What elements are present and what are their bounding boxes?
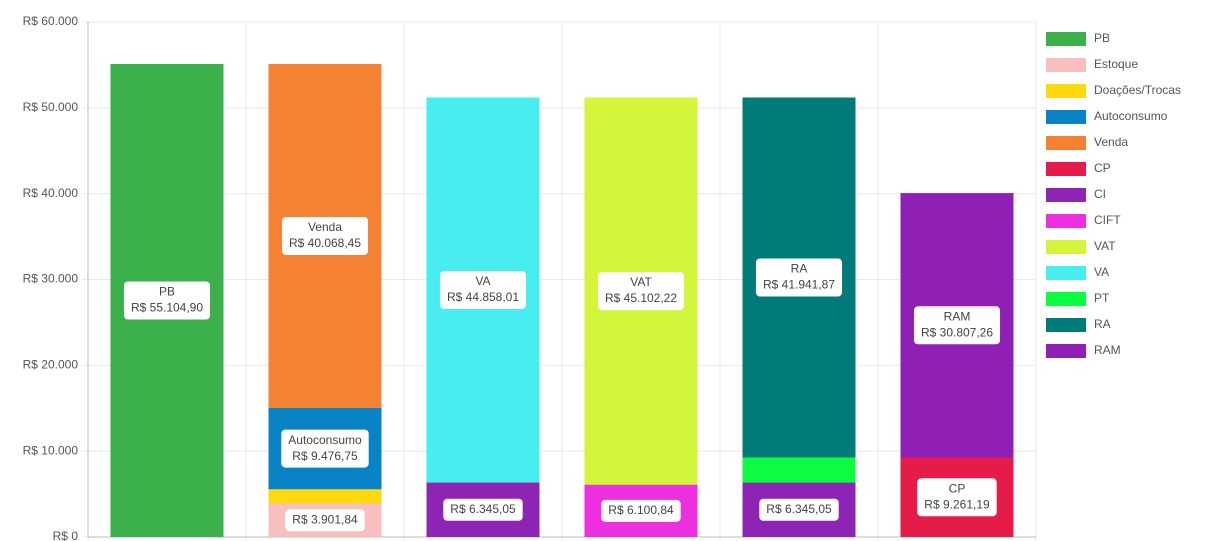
legend-swatch bbox=[1046, 84, 1086, 98]
legend-swatch bbox=[1046, 110, 1086, 124]
data-label-value: R$ 45.102,22 bbox=[605, 291, 677, 305]
data-label-value: R$ 6.345,05 bbox=[766, 502, 832, 516]
data-label-box bbox=[439, 271, 527, 310]
legend-label: Doações/Trocas bbox=[1094, 83, 1181, 97]
data-label-box bbox=[281, 429, 369, 468]
legend-label: VA bbox=[1094, 265, 1109, 279]
legend-swatch bbox=[1046, 266, 1086, 280]
data-label-value: R$ 3.901,84 bbox=[292, 512, 358, 526]
data-label: R$ 6.345,05 bbox=[759, 498, 839, 521]
data-label-box bbox=[123, 281, 211, 320]
data-label-box bbox=[913, 306, 1001, 345]
legend-label: PB bbox=[1094, 31, 1110, 45]
data-label-box bbox=[917, 478, 997, 517]
bar-segment bbox=[268, 489, 382, 504]
y-tick-label: R$ 10.000 bbox=[23, 443, 79, 457]
data-label: PB R$ 55.104,90 bbox=[123, 281, 211, 320]
legend-swatch bbox=[1046, 32, 1086, 46]
data-label-name: CP bbox=[949, 481, 966, 495]
bar-segment bbox=[742, 457, 856, 483]
data-label-value: R$ 41.941,87 bbox=[763, 278, 835, 292]
y-tick-label: R$ 50.000 bbox=[23, 100, 79, 114]
data-label: R$ 6.100,84 bbox=[601, 499, 681, 522]
legend-label: PT bbox=[1094, 291, 1110, 305]
legend-swatch bbox=[1046, 344, 1086, 358]
legend-swatch bbox=[1046, 292, 1086, 306]
data-label-value: R$ 55.104,90 bbox=[131, 301, 203, 315]
data-label: Venda R$ 40.068,45 bbox=[281, 216, 369, 255]
data-label-name: VA bbox=[475, 274, 490, 288]
data-label-value: R$ 6.345,05 bbox=[450, 502, 516, 516]
data-label: Autoconsumo R$ 9.476,75 bbox=[281, 429, 369, 468]
legend-label: CI bbox=[1094, 187, 1106, 201]
legend-label: VAT bbox=[1094, 239, 1116, 253]
data-label-name: PB bbox=[159, 285, 175, 299]
data-label-box bbox=[285, 509, 365, 532]
y-tick-label: R$ 0 bbox=[53, 529, 79, 541]
data-label-box bbox=[281, 216, 369, 255]
legend-label: CIFT bbox=[1094, 213, 1121, 227]
data-label-box bbox=[443, 498, 523, 521]
data-label-box bbox=[601, 499, 681, 522]
data-label-box bbox=[755, 258, 843, 297]
data-label: VA R$ 44.858,01 bbox=[439, 271, 527, 310]
legend-label: Estoque bbox=[1094, 57, 1138, 71]
data-label: RAM R$ 30.807,26 bbox=[913, 306, 1001, 345]
data-label-value: R$ 9.261,19 bbox=[924, 497, 990, 511]
data-label-name: VAT bbox=[630, 275, 652, 289]
data-label-value: R$ 9.476,75 bbox=[292, 449, 358, 463]
data-label-name: RAM bbox=[944, 309, 971, 323]
y-tick-label: R$ 60.000 bbox=[23, 14, 79, 28]
y-tick-label: R$ 20.000 bbox=[23, 358, 79, 372]
legend-label: Venda bbox=[1094, 135, 1128, 149]
legend-swatch bbox=[1046, 214, 1086, 228]
data-label-value: R$ 6.100,84 bbox=[608, 503, 674, 517]
data-label-box bbox=[597, 272, 685, 311]
data-label-box bbox=[759, 498, 839, 521]
legend-swatch bbox=[1046, 240, 1086, 254]
data-label-value: R$ 30.807,26 bbox=[921, 325, 993, 339]
legend-swatch bbox=[1046, 136, 1086, 150]
data-label-value: R$ 40.068,45 bbox=[289, 236, 361, 250]
data-label-name: Autoconsumo bbox=[288, 433, 362, 447]
y-tick-label: R$ 30.000 bbox=[23, 272, 79, 286]
data-label: CP R$ 9.261,19 bbox=[917, 478, 997, 517]
legend-label: RAM bbox=[1094, 343, 1121, 357]
y-tick-label: R$ 40.000 bbox=[23, 186, 79, 200]
legend-label: RA bbox=[1094, 317, 1111, 331]
legend-label: Autoconsumo bbox=[1094, 109, 1168, 123]
data-label: R$ 6.345,05 bbox=[443, 498, 523, 521]
legend-swatch bbox=[1046, 58, 1086, 72]
data-label-name: Venda bbox=[308, 220, 342, 234]
legend-label: CP bbox=[1094, 161, 1111, 175]
data-label: VAT R$ 45.102,22 bbox=[597, 272, 685, 311]
data-label-name: RA bbox=[791, 262, 808, 276]
legend-swatch bbox=[1046, 318, 1086, 332]
data-label-value: R$ 44.858,01 bbox=[447, 290, 519, 304]
data-label: RA R$ 41.941,87 bbox=[755, 258, 843, 297]
data-label: R$ 3.901,84 bbox=[285, 509, 365, 532]
legend-swatch bbox=[1046, 162, 1086, 176]
legend-swatch bbox=[1046, 188, 1086, 202]
